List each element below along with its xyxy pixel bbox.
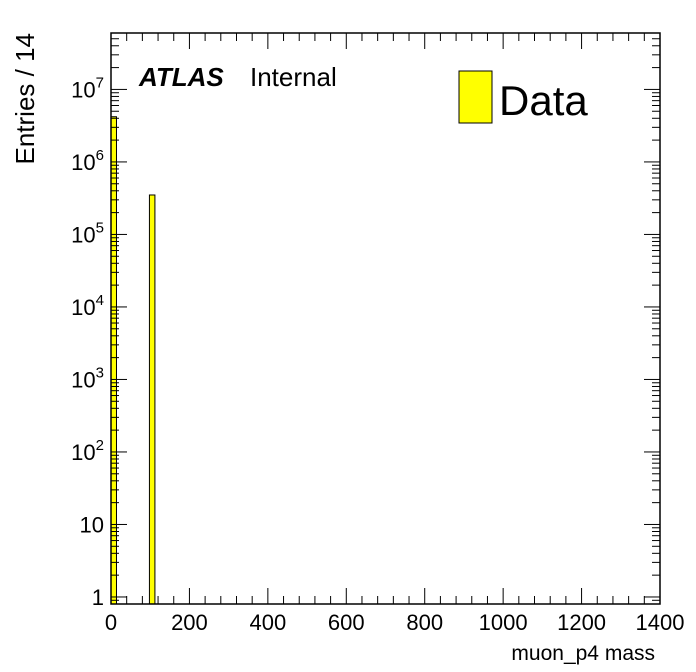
y-tick-label: 10 (80, 512, 104, 537)
legend-label: Data (499, 77, 588, 124)
y-tick-label: 103 (71, 364, 104, 392)
legend-swatch (458, 70, 493, 124)
x-tick-label: 1000 (479, 610, 528, 635)
y-tick-label: 104 (71, 292, 104, 320)
y-ticks-layer: 1 10 102 103 104 105 106 107 (71, 32, 660, 610)
histogram-bar (110, 116, 117, 605)
x-tick-label: 1200 (557, 610, 606, 635)
atlas-label: ATLAS (138, 62, 224, 92)
x-tick-label: 800 (406, 610, 443, 635)
x-tick-label: 600 (328, 610, 365, 635)
y-axis-label: Entries / 14 (10, 33, 40, 165)
x-tick-label: 1400 (636, 610, 685, 635)
x-tick-label: 0 (105, 610, 117, 635)
bars-layer (110, 116, 156, 605)
y-tick-label: 102 (71, 437, 104, 465)
atlas-status-label: Internal (250, 62, 337, 92)
x-ticks-layer: 0 200 400 600 800 1000 1200 1400 (105, 33, 685, 635)
x-tick-label: 200 (171, 610, 208, 635)
plot-frame (110, 32, 661, 605)
y-tick-label: 107 (71, 74, 104, 102)
x-axis-label: muon_p4 mass (511, 642, 655, 665)
y-tick-label: 1 (92, 585, 104, 610)
histogram-bar (148, 194, 156, 605)
x-tick-label: 400 (249, 610, 286, 635)
y-tick-label: 106 (71, 147, 104, 175)
y-tick-label: 105 (71, 219, 104, 247)
